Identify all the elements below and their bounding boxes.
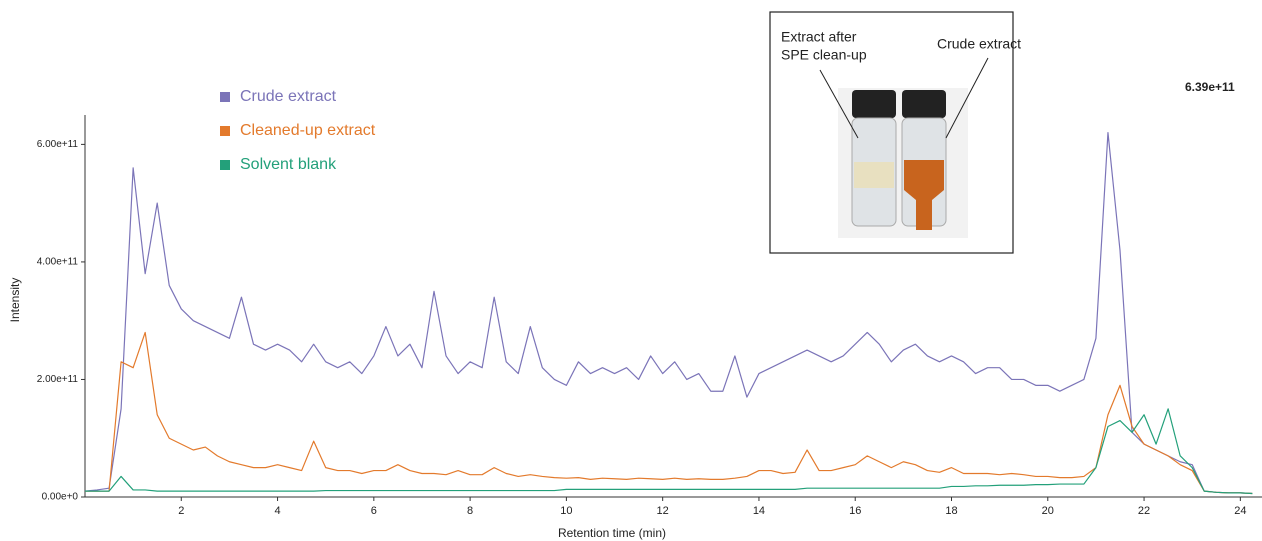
legend-label: Cleaned-up extract — [240, 122, 376, 139]
pointer — [945, 57, 989, 139]
x-tick-label: 16 — [849, 505, 861, 517]
x-tick-label: 22 — [1138, 505, 1150, 517]
legend-swatch — [220, 92, 230, 102]
max-annotation: 6.39e+11 — [1185, 80, 1235, 94]
legend-swatch — [220, 126, 230, 136]
pointer — [819, 69, 859, 139]
x-axis-label: Retention time (min) — [558, 526, 666, 540]
x-tick-label: 2 — [178, 505, 184, 517]
inset: Extract after SPE clean-up Crude extract — [769, 11, 1021, 254]
x-tick-label: 18 — [945, 505, 957, 517]
inset-label: SPE clean-up — [781, 47, 867, 63]
series-line — [85, 408, 1253, 495]
series-line — [84, 132, 1253, 495]
y-axis-label: Intensity — [8, 278, 22, 323]
vial-liquid — [854, 162, 894, 188]
y-tick-label: 2.00e+11 — [37, 374, 79, 385]
y-tick-label: 0.00e+0 — [42, 492, 79, 503]
inset-label: Crude extract — [937, 36, 1021, 52]
x-tick-label: 20 — [1042, 505, 1054, 517]
inset-label: Extract after — [781, 29, 857, 45]
y-tick-label: 6.00e+11 — [37, 139, 79, 150]
legend-label: Solvent blank — [240, 156, 337, 173]
x-tick-label: 8 — [467, 505, 473, 517]
series-line — [85, 331, 1253, 495]
x-tick-label: 12 — [657, 505, 669, 517]
x-tick-label: 14 — [753, 505, 765, 517]
legend-swatch — [220, 160, 230, 170]
x-tick-label: 24 — [1234, 505, 1246, 517]
legend-label: Crude extract — [240, 88, 337, 105]
x-tick-label: 4 — [274, 505, 280, 517]
vial-cap — [902, 90, 946, 118]
vial-liquid — [904, 160, 944, 230]
x-tick-label: 10 — [560, 505, 572, 517]
x-tick-label: 6 — [371, 505, 377, 517]
y-tick-label: 4.00e+11 — [37, 257, 79, 268]
vial-cap — [852, 90, 896, 118]
